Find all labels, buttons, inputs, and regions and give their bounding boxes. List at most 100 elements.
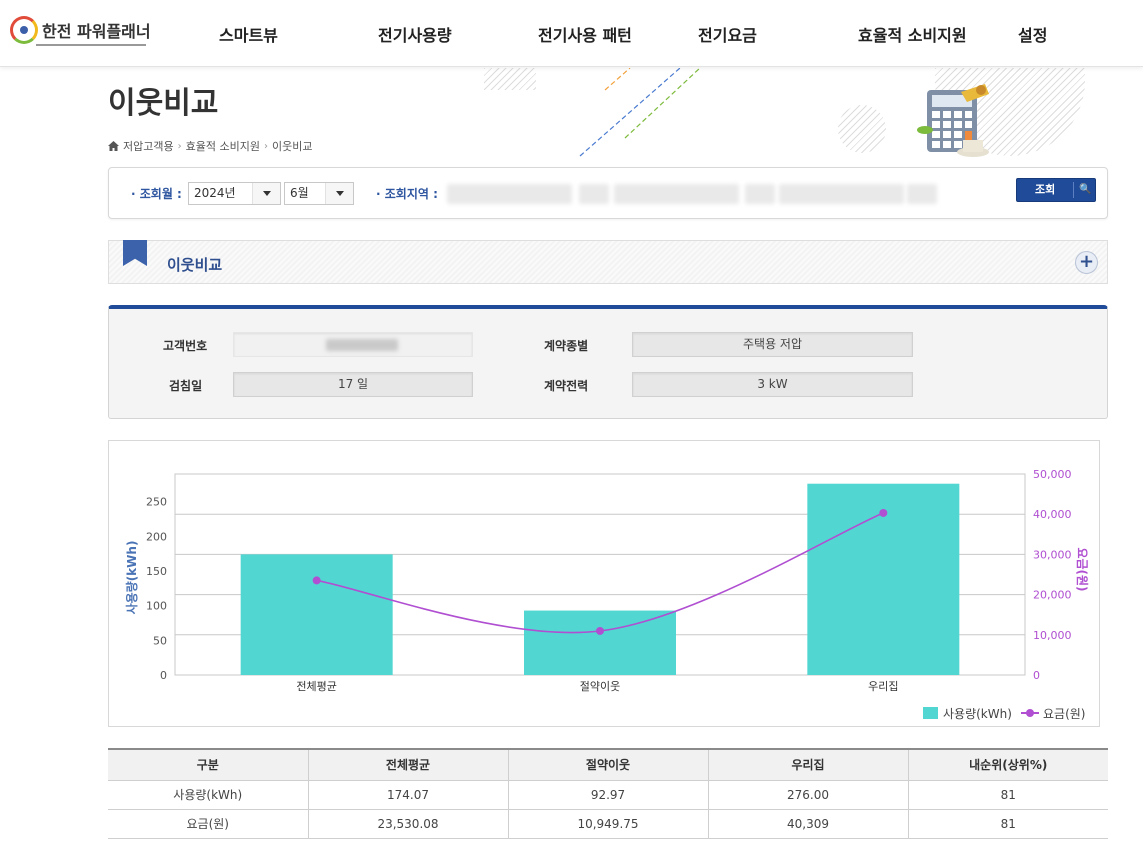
- nav-usage[interactable]: 전기사용량: [378, 26, 452, 45]
- table-cell: 276.00: [707, 780, 908, 810]
- search-button[interactable]: 조회 🔍: [1016, 178, 1096, 202]
- y-tick-label: 50: [153, 634, 167, 647]
- breadcrumb-item[interactable]: 저압고객용: [123, 140, 174, 153]
- button-divider: [1073, 182, 1074, 198]
- usage-bar: [240, 554, 393, 675]
- table-header-row: 구분 전체평균 절약이웃 우리집 내순위(상위%): [108, 748, 1108, 781]
- breadcrumb-item-current: 이웃비교: [271, 140, 313, 153]
- x-tick-label: 우리집: [868, 680, 898, 693]
- decor-stripes: [484, 68, 536, 90]
- table-cell: 81: [907, 780, 1108, 810]
- search-panel: · 조회월 : 2024년 6월 · 조회지역 : 조회 🔍: [108, 167, 1108, 219]
- customer-number-redacted: [326, 339, 398, 351]
- x-tick-label: 절약이웃: [580, 679, 620, 693]
- y2-tick-label: 40,000: [1033, 508, 1072, 521]
- table-cell: 92.97: [507, 780, 708, 810]
- search-icon: 🔍: [1079, 184, 1092, 195]
- table-cell: 23,530.08: [307, 809, 508, 839]
- customer-number-field: [233, 332, 473, 357]
- comparison-chart: 0 50 100 150 200 250 0 10,000 20,000 30,000 40,000…: [108, 440, 1100, 727]
- year-select[interactable]: 2024년: [188, 182, 281, 205]
- table-header-cell: 전체평균: [307, 748, 508, 781]
- region-select-redacted[interactable]: [779, 184, 904, 204]
- decor-arc: [935, 68, 1085, 156]
- y-tick-label: 200: [146, 530, 167, 543]
- top-navigation-bar: 한전 파워플래너 스마트뷰 전기사용량 전기사용 패턴 전기요금 효율적 소비지…: [0, 0, 1143, 67]
- y2-tick-label: 50,000: [1033, 468, 1072, 481]
- y2-axis-label: 요금(원): [1075, 547, 1089, 591]
- usage-bar: [524, 610, 676, 675]
- nav-settings[interactable]: 설정: [1018, 26, 1048, 45]
- table-cell: 81: [907, 809, 1108, 839]
- month-select[interactable]: 6월: [284, 182, 354, 205]
- nav-bill[interactable]: 전기요금: [698, 26, 757, 45]
- logo-gauge-icon: [10, 16, 38, 44]
- month-select-value: 6월: [290, 186, 309, 200]
- region-select-redacted[interactable]: [614, 184, 739, 204]
- bookmark-icon: [123, 240, 147, 266]
- nav-efficiency-support[interactable]: 효율적 소비지원: [858, 26, 967, 45]
- chevron-down-icon: [252, 183, 280, 204]
- chevron-right-icon: ›: [263, 140, 268, 152]
- logo-text: 한전 파워플래너: [42, 22, 151, 41]
- y-tick-label: 100: [146, 600, 167, 613]
- customer-number-label: 고객번호: [163, 339, 208, 353]
- y-tick-label: 150: [146, 565, 167, 578]
- customer-info-panel: 고객번호 계약종별 주택용 저압 검침일 17 일 계약전력 3 kW: [108, 305, 1108, 419]
- comparison-table: 구분 전체평균 절약이웃 우리집 내순위(상위%) 사용량(kWh) 174.0…: [108, 748, 1108, 839]
- search-button-label: 조회: [1035, 183, 1056, 196]
- y-tick-label: 0: [160, 669, 167, 682]
- nav-smartview[interactable]: 스마트뷰: [219, 26, 278, 45]
- meter-reading-day-field: 17 일: [233, 372, 473, 397]
- section-header: 이웃비교 +: [108, 240, 1108, 284]
- section-title: 이웃비교: [167, 256, 223, 274]
- year-select-value: 2024년: [194, 186, 236, 200]
- table-cell: 사용량(kWh): [108, 780, 308, 810]
- table-cell: 10,949.75: [507, 809, 708, 839]
- breadcrumb: 저압고객용 › 효율적 소비지원 › 이웃비교: [108, 138, 312, 154]
- month-label: · 조회월 :: [131, 187, 182, 201]
- home-icon[interactable]: [108, 141, 119, 151]
- region-select-redacted[interactable]: [745, 184, 775, 204]
- kepco-powerplanner-logo[interactable]: 한전 파워플래너: [8, 14, 151, 50]
- bill-point: [596, 626, 604, 635]
- table-row: 사용량(kWh) 174.07 92.97 276.00 81: [108, 780, 1108, 810]
- table-header-cell: 절약이웃: [507, 748, 708, 781]
- chevron-right-icon: ›: [177, 140, 182, 152]
- table-header-cell: 구분: [108, 748, 308, 781]
- region-label: · 조회지역 :: [376, 187, 438, 201]
- y2-tick-label: 10,000: [1033, 629, 1072, 642]
- comparison-chart-svg: 0 50 100 150 200 250 0 10,000 20,000 30,000 40,000…: [124, 468, 1089, 721]
- legend-bill-label: 요금(원): [1043, 707, 1085, 721]
- table-cell: 174.07: [307, 780, 508, 810]
- region-select-redacted[interactable]: [579, 184, 609, 204]
- y-axis-label: 사용량(kWh): [124, 541, 139, 615]
- x-tick-label: 전체평균: [296, 680, 336, 693]
- bill-point: [879, 508, 888, 517]
- legend-usage-swatch: [923, 707, 938, 719]
- contract-power-field: 3 kW: [632, 372, 913, 397]
- y-tick-label: 250: [146, 496, 167, 509]
- table-cell: 40,309: [707, 809, 908, 839]
- calculator-illustration-icon: [917, 84, 989, 157]
- decor-lines: [579, 68, 701, 157]
- y2-tick-label: 30,000: [1033, 548, 1072, 561]
- legend-usage-label: 사용량(kWh): [943, 707, 1012, 721]
- meter-reading-day-label: 검침일: [169, 379, 203, 393]
- contract-type-label: 계약종별: [544, 339, 589, 353]
- region-select-redacted[interactable]: [907, 184, 937, 204]
- expand-plus-button[interactable]: +: [1075, 251, 1098, 274]
- region-select-redacted[interactable]: [447, 184, 572, 204]
- page-title: 이웃비교: [108, 86, 219, 121]
- chevron-down-icon: [325, 183, 353, 204]
- table-header-cell: 내순위(상위%): [907, 748, 1108, 781]
- table-row: 요금(원) 23,530.08 10,949.75 40,309 81: [108, 809, 1108, 839]
- decor-circle: [838, 105, 886, 153]
- bill-point: [312, 576, 321, 585]
- y2-tick-label: 0: [1033, 669, 1040, 682]
- breadcrumb-item[interactable]: 효율적 소비지원: [185, 140, 260, 153]
- logo-plug-line: [36, 44, 146, 46]
- nav-usage-pattern[interactable]: 전기사용 패턴: [538, 26, 632, 45]
- table-header-cell: 우리집: [707, 748, 908, 781]
- table-cell: 요금(원): [108, 809, 308, 839]
